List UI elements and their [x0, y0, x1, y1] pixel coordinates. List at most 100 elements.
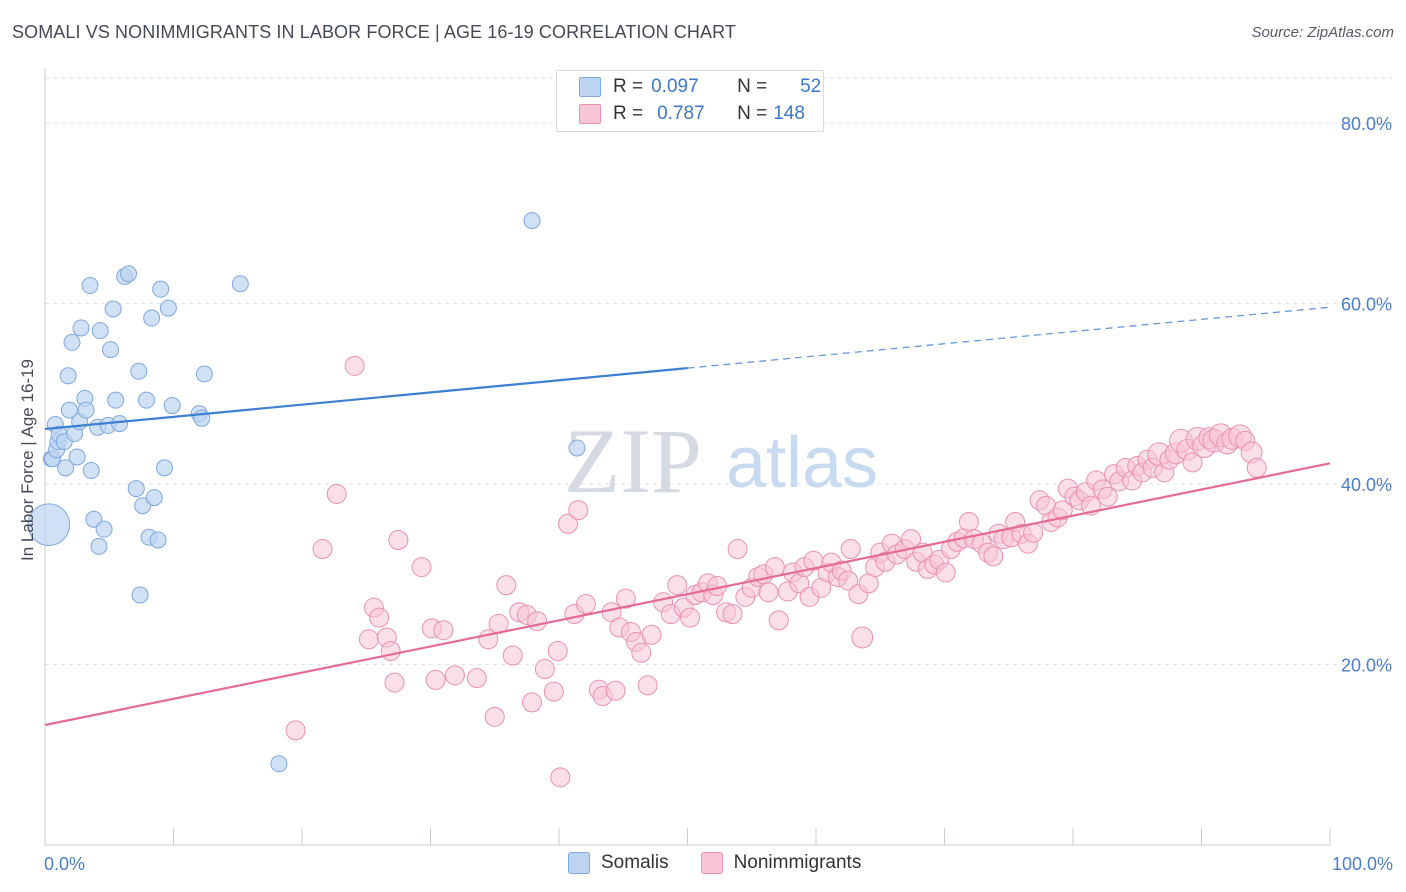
x-tick-label-min: 0.0% [44, 854, 85, 874]
nonimmigrants-point [433, 620, 454, 641]
nonimmigrants-points [285, 355, 1267, 788]
nonimmigrants-point [641, 624, 662, 645]
somalis-point [138, 391, 156, 409]
y-tick-label: 20.0% [1341, 656, 1392, 676]
nonimmigrants-point [344, 355, 365, 376]
source-credit: Source: ZipAtlas.com [1251, 24, 1394, 41]
somalis-point [270, 755, 288, 773]
nonimmigrants-point [958, 511, 979, 532]
legend-n-label: N = [737, 76, 768, 97]
nonimmigrants-point [1052, 500, 1073, 521]
somalis-point [59, 367, 77, 385]
somalis-point [127, 480, 145, 498]
nonimmigrants-point [502, 645, 523, 666]
legend-row-nonimmigrants: R = 0.787 N = 148 [579, 102, 813, 126]
nonimmigrants-point [411, 557, 432, 578]
somalis-point [104, 300, 122, 318]
somalis-point [57, 459, 75, 477]
legend-n-value: 52 [800, 76, 822, 97]
nonimmigrants-point [358, 629, 379, 650]
x-tick-label-max: 100.0% [1332, 854, 1393, 874]
y-axis-label: In Labor Force | Age 16-19 [18, 359, 37, 561]
nonimmigrants-point [575, 594, 596, 615]
somalis-point [72, 319, 90, 337]
nonimmigrants-point [484, 706, 505, 727]
nonimmigrants-legend-swatch [700, 852, 723, 874]
somalis-points [27, 212, 586, 773]
nonimmigrants-point [369, 607, 390, 628]
nonimmigrants-point [667, 575, 688, 596]
somalis-point [231, 275, 249, 293]
nonimmigrants-point [680, 607, 701, 628]
nonimmigrants-point [1182, 452, 1203, 473]
nonimmigrants-point [425, 669, 446, 690]
y-tick-label: 40.0% [1341, 475, 1392, 495]
series-legend: Somalis Nonimmigrants [568, 852, 893, 874]
nonimmigrants-point [380, 640, 401, 661]
nonimmigrants-point [527, 611, 548, 632]
somalis-legend-label: Somalis [601, 852, 669, 873]
nonimmigrants-point [935, 562, 956, 583]
somalis-trend-solid [44, 367, 688, 431]
somalis-point [149, 531, 167, 549]
somalis-point [90, 537, 108, 555]
legend-item-nonimmigrants: Nonimmigrants [700, 852, 862, 874]
nonimmigrants-point [631, 642, 652, 663]
nonimmigrants-point [727, 539, 748, 560]
legend-r-value: 0.787 [657, 103, 705, 124]
somalis-point [131, 586, 149, 604]
somalis-point [27, 503, 71, 546]
nonimmigrants-point [285, 720, 306, 741]
nonimmigrants-point [722, 603, 743, 624]
somalis-point [568, 439, 586, 457]
nonimmigrants-point [444, 665, 465, 686]
y-tick-label: 60.0% [1341, 295, 1392, 315]
nonimmigrants-point [312, 539, 333, 560]
nonimmigrants-point [851, 626, 874, 649]
nonimmigrants-point [534, 659, 555, 680]
nonimmigrants-legend-label: Nonimmigrants [733, 852, 862, 873]
legend-r-label: R = [613, 103, 644, 124]
legend-n-label: N = [737, 103, 768, 124]
somalis-point [111, 415, 129, 433]
somalis-point [63, 333, 81, 351]
somalis-legend-swatch [568, 852, 590, 874]
nonimmigrants-point [768, 610, 789, 631]
somalis-point [107, 391, 125, 409]
nonimmigrants-point [758, 582, 779, 603]
nonimmigrants-point [838, 570, 859, 591]
watermark-atlas: atlas [726, 423, 878, 503]
legend-item-somalis: Somalis [568, 852, 669, 874]
somalis-point [60, 401, 78, 419]
somalis-trend-dashed [687, 306, 1331, 369]
somalis-point [85, 510, 103, 528]
somalis-point [77, 401, 95, 419]
somalis-point [102, 341, 120, 359]
nonimmigrants-trend [44, 462, 1331, 727]
somalis-point [95, 520, 113, 538]
nonimmigrants-point [388, 530, 409, 551]
somalis-point [195, 365, 213, 383]
nonimmigrants-point [1097, 486, 1118, 507]
somalis-point [134, 497, 152, 515]
legend-row-somalis: R = 0.097 N = 52 [579, 75, 821, 99]
somalis-point [82, 462, 100, 480]
somalis-point [130, 362, 148, 380]
nonimmigrants-point [637, 675, 658, 696]
somalis-swatch [579, 77, 601, 97]
nonimmigrants-point [615, 588, 636, 609]
somalis-point [145, 489, 163, 507]
watermark-zip: ZIP [564, 410, 702, 512]
nonimmigrants-point [543, 681, 564, 702]
somalis-point [159, 299, 177, 317]
legend-r-label: R = [613, 76, 644, 97]
nonimmigrants-point [550, 767, 571, 788]
somalis-point [156, 459, 174, 477]
nonimmigrants-point [840, 539, 861, 560]
nonimmigrants-point [547, 640, 568, 661]
somalis-point [143, 309, 161, 327]
nonimmigrants-point [496, 575, 517, 596]
legend-n-value: 148 [773, 103, 805, 124]
y-tick-label: 80.0% [1341, 114, 1392, 134]
